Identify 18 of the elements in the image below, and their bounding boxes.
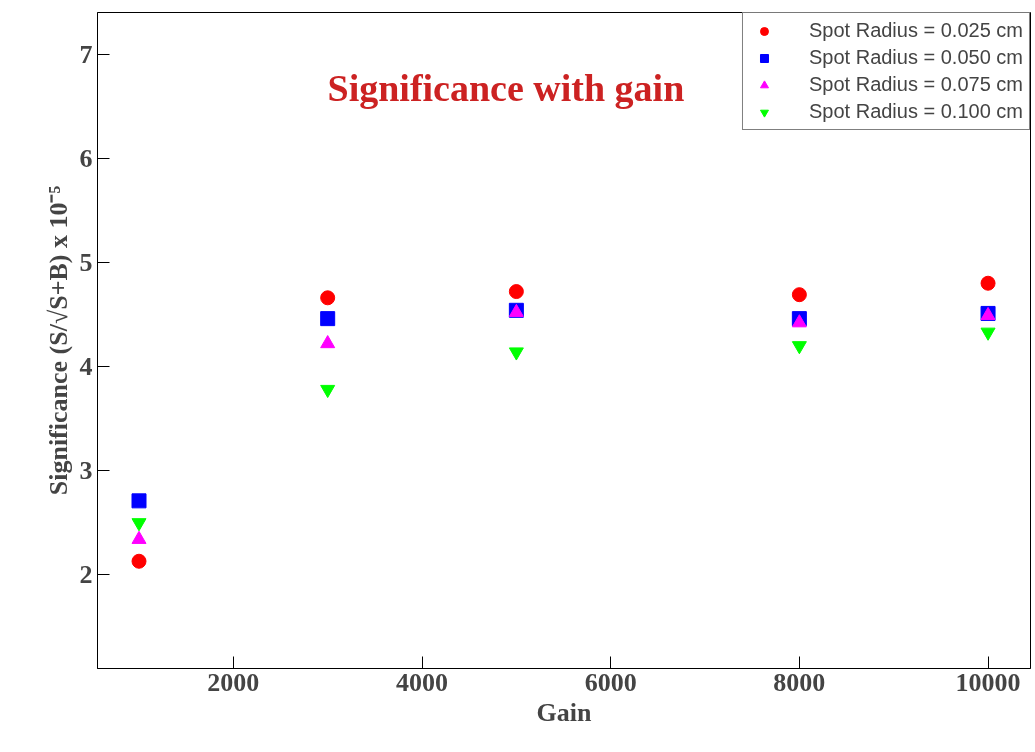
x-tick-label: 4000 [396, 667, 449, 697]
legend-label: Spot Radius = 0.050 cm [808, 46, 1023, 69]
y-tick-label: 5 [79, 247, 93, 277]
y-tick-label: 7 [79, 39, 93, 69]
x-tick-label: 2000 [207, 667, 260, 697]
y-tick-label: 4 [79, 352, 93, 382]
text: Significance with gain [327, 66, 685, 109]
x-tick-label: 6000 [584, 667, 637, 697]
y-tick-label: 6 [79, 143, 93, 173]
legend-label: Spot Radius = 0.100 cm [808, 100, 1023, 123]
x-axis-title: Gain [536, 697, 592, 727]
legend-label: Spot Radius = 0.075 cm [808, 73, 1023, 96]
x-tick-label: 8000 [773, 667, 826, 697]
y-tick-label: 2 [79, 560, 93, 590]
y-tick-label: 3 [79, 456, 93, 486]
x-tick-label: 10000 [955, 667, 1021, 697]
legend-label: Spot Radius = 0.025 cm [808, 19, 1023, 42]
y-axis-title: Significance (S/√S+B) x 10⁻⁵ [43, 185, 73, 496]
